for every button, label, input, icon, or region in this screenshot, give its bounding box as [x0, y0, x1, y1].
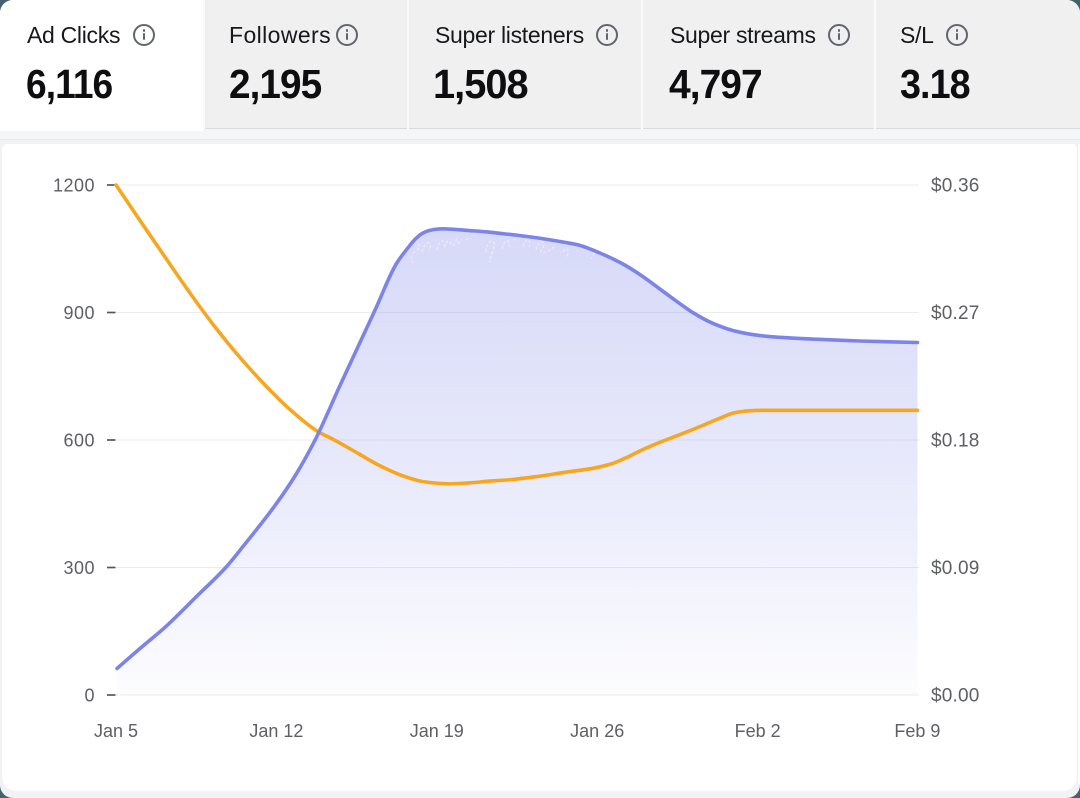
svg-text:Jan 12: Jan 12: [249, 721, 303, 741]
svg-text:Feb 9: Feb 9: [894, 721, 940, 741]
svg-text:$0.18: $0.18: [931, 431, 980, 452]
svg-text:$0.36: $0.36: [931, 176, 980, 197]
svg-text:Feb 2: Feb 2: [735, 721, 781, 741]
svg-text:300: 300: [63, 558, 95, 578]
svg-text:1200: 1200: [53, 176, 95, 196]
svg-text:Jan 19: Jan 19: [410, 721, 464, 741]
svg-text:900: 900: [63, 303, 95, 323]
svg-text:Jan 5: Jan 5: [94, 721, 138, 741]
svg-text:Jan 26: Jan 26: [570, 721, 624, 741]
svg-text:0: 0: [84, 686, 95, 706]
svg-text:$0.00: $0.00: [931, 686, 980, 707]
svg-text:$0.09: $0.09: [931, 558, 980, 579]
svg-text:$0.27: $0.27: [931, 303, 980, 324]
svg-text:600: 600: [63, 431, 95, 451]
